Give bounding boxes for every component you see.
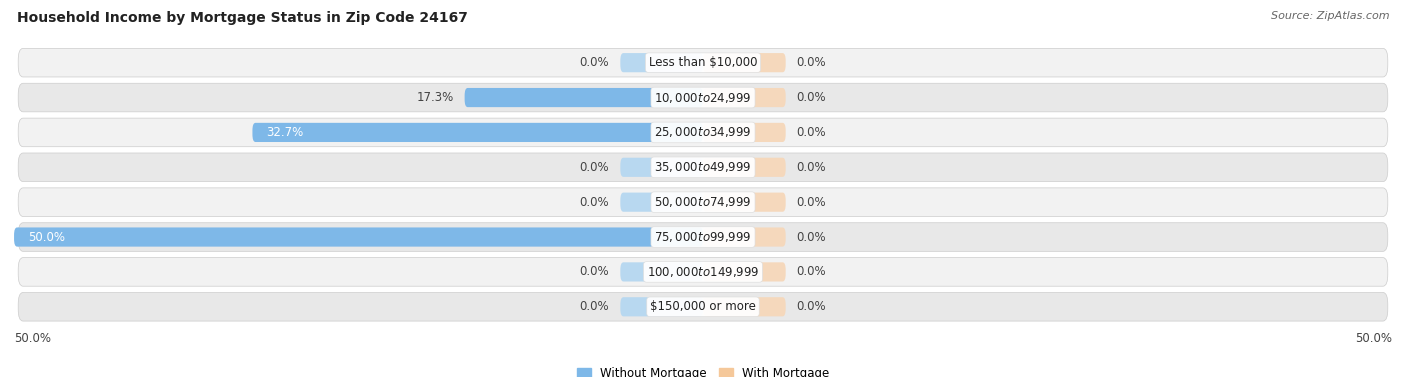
FancyBboxPatch shape bbox=[703, 88, 786, 107]
FancyBboxPatch shape bbox=[703, 297, 786, 316]
FancyBboxPatch shape bbox=[18, 153, 1388, 182]
FancyBboxPatch shape bbox=[14, 227, 703, 247]
Legend: Without Mortgage, With Mortgage: Without Mortgage, With Mortgage bbox=[576, 367, 830, 377]
Text: 0.0%: 0.0% bbox=[797, 91, 827, 104]
Text: $50,000 to $74,999: $50,000 to $74,999 bbox=[654, 195, 752, 209]
FancyBboxPatch shape bbox=[703, 158, 786, 177]
Text: 0.0%: 0.0% bbox=[579, 196, 609, 208]
Text: 0.0%: 0.0% bbox=[797, 300, 827, 313]
FancyBboxPatch shape bbox=[18, 293, 1388, 321]
Text: $25,000 to $34,999: $25,000 to $34,999 bbox=[654, 126, 752, 139]
FancyBboxPatch shape bbox=[18, 118, 1388, 147]
Text: 0.0%: 0.0% bbox=[797, 231, 827, 244]
FancyBboxPatch shape bbox=[620, 297, 703, 316]
FancyBboxPatch shape bbox=[703, 227, 786, 247]
Text: 32.7%: 32.7% bbox=[266, 126, 304, 139]
Text: Less than $10,000: Less than $10,000 bbox=[648, 56, 758, 69]
Text: 50.0%: 50.0% bbox=[28, 231, 65, 244]
Text: $35,000 to $49,999: $35,000 to $49,999 bbox=[654, 160, 752, 174]
Text: 50.0%: 50.0% bbox=[14, 332, 51, 345]
FancyBboxPatch shape bbox=[620, 53, 703, 72]
FancyBboxPatch shape bbox=[18, 188, 1388, 216]
FancyBboxPatch shape bbox=[703, 123, 786, 142]
Text: 50.0%: 50.0% bbox=[1355, 332, 1392, 345]
FancyBboxPatch shape bbox=[18, 257, 1388, 286]
Text: 0.0%: 0.0% bbox=[797, 196, 827, 208]
Text: 0.0%: 0.0% bbox=[797, 265, 827, 278]
Text: $10,000 to $24,999: $10,000 to $24,999 bbox=[654, 90, 752, 104]
Text: $100,000 to $149,999: $100,000 to $149,999 bbox=[647, 265, 759, 279]
Text: 17.3%: 17.3% bbox=[416, 91, 454, 104]
FancyBboxPatch shape bbox=[620, 193, 703, 212]
Text: 0.0%: 0.0% bbox=[579, 300, 609, 313]
FancyBboxPatch shape bbox=[18, 83, 1388, 112]
Text: $75,000 to $99,999: $75,000 to $99,999 bbox=[654, 230, 752, 244]
FancyBboxPatch shape bbox=[464, 88, 703, 107]
FancyBboxPatch shape bbox=[18, 223, 1388, 251]
Text: Source: ZipAtlas.com: Source: ZipAtlas.com bbox=[1271, 11, 1389, 21]
Text: $150,000 or more: $150,000 or more bbox=[650, 300, 756, 313]
FancyBboxPatch shape bbox=[620, 158, 703, 177]
Text: Household Income by Mortgage Status in Zip Code 24167: Household Income by Mortgage Status in Z… bbox=[17, 11, 468, 25]
FancyBboxPatch shape bbox=[620, 262, 703, 282]
Text: 0.0%: 0.0% bbox=[797, 161, 827, 174]
FancyBboxPatch shape bbox=[18, 48, 1388, 77]
Text: 0.0%: 0.0% bbox=[797, 56, 827, 69]
FancyBboxPatch shape bbox=[703, 53, 786, 72]
Text: 0.0%: 0.0% bbox=[579, 56, 609, 69]
FancyBboxPatch shape bbox=[703, 262, 786, 282]
Text: 0.0%: 0.0% bbox=[797, 126, 827, 139]
FancyBboxPatch shape bbox=[253, 123, 703, 142]
FancyBboxPatch shape bbox=[703, 193, 786, 212]
Text: 0.0%: 0.0% bbox=[579, 265, 609, 278]
Text: 0.0%: 0.0% bbox=[579, 161, 609, 174]
